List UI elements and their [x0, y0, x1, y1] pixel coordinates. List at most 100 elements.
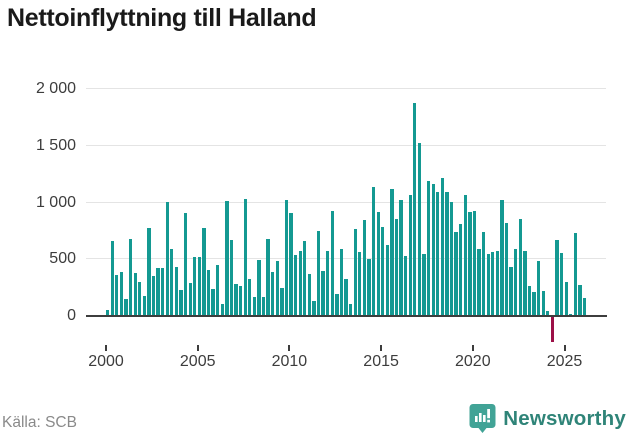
bar-q71: [431, 183, 435, 316]
bar-q85: [495, 250, 500, 316]
x-axis-tick-2025: [563, 345, 566, 351]
bar-q34: [261, 297, 266, 316]
bar-q22: [206, 270, 211, 316]
bar-q11: [156, 268, 160, 316]
gridline-2000: [86, 88, 606, 90]
bar-q93: [532, 292, 536, 316]
bar-q65: [404, 255, 408, 316]
bar-q43: [303, 240, 307, 316]
bar-q73: [440, 177, 444, 316]
x-axis-label: 2025: [546, 353, 583, 370]
bar-q10: [151, 276, 156, 316]
x-axis-tick-2015: [380, 345, 383, 351]
bar-q0: [106, 309, 110, 316]
bar-q38: [280, 288, 284, 316]
bar-q60: [381, 226, 385, 316]
bar-q47: [321, 270, 325, 316]
bar-q13: [165, 201, 169, 316]
bar-q75: [449, 202, 454, 316]
bar-q25: [220, 303, 224, 316]
bar-q72: [436, 191, 440, 316]
bar-q32: [252, 297, 257, 316]
bar-q55: [358, 251, 362, 316]
x-axis-line: [86, 314, 607, 317]
bar-q45: [312, 300, 316, 316]
x-axis-tick-2000: [105, 345, 107, 351]
bar-q74: [445, 192, 449, 316]
newsworthy-brand-link[interactable]: Newsworthy: [469, 403, 626, 434]
source-note: Källa: SCB: [2, 414, 77, 431]
y-axis-label: 0: [67, 307, 76, 324]
bar-q86: [500, 200, 504, 316]
bar-q68: [417, 143, 422, 316]
bar-q59: [376, 212, 380, 316]
bar-q88: [509, 267, 513, 316]
bar-q52: [344, 278, 348, 316]
bar-q12: [161, 268, 165, 316]
bar-q67: [413, 103, 417, 316]
bar-q24: [216, 264, 220, 316]
x-axis-label: 2010: [271, 353, 308, 370]
bar-q96: [546, 310, 550, 316]
bar-q37: [275, 260, 279, 316]
bar-q30: [243, 199, 247, 316]
bar-q18: [188, 282, 192, 316]
bar-q2: [115, 275, 119, 316]
bar-q49: [330, 211, 334, 316]
bar-q95: [541, 290, 545, 316]
bar-q16: [179, 289, 183, 316]
x-axis-label: 2020: [455, 353, 491, 370]
bar-q7: [138, 282, 142, 316]
bar-q98: [555, 240, 559, 316]
bar-q54: [353, 229, 357, 316]
bar-q29: [238, 285, 243, 316]
bar-q9: [147, 227, 151, 316]
bar-q99: [559, 252, 564, 316]
bar-q80: [472, 211, 477, 316]
bar-q1: [110, 240, 114, 316]
bar-q94: [536, 260, 541, 316]
bar-q6: [133, 273, 137, 316]
x-axis-tick-2020: [471, 345, 474, 351]
bar-q3: [119, 272, 124, 316]
bar-q78: [463, 194, 467, 316]
bar-q89: [514, 248, 518, 316]
bar-q35: [266, 239, 270, 316]
bar-q91: [523, 250, 527, 316]
gridline-500: [86, 258, 606, 260]
x-axis-tick-2010: [288, 345, 291, 351]
y-axis-label: 1 000: [35, 193, 76, 211]
bar-q23: [211, 288, 215, 316]
bar-q76: [454, 232, 458, 316]
chart-title: Nettoinflyttning till Halland: [7, 4, 317, 32]
newsworthy-brand-name: Newsworthy: [503, 406, 626, 430]
bar-q15: [174, 267, 179, 316]
bar-q42: [298, 250, 302, 316]
bar-q53: [349, 303, 353, 316]
y-axis-label: 1 500: [35, 136, 76, 154]
bar-q84: [491, 252, 495, 316]
x-axis-tick-2005: [196, 345, 199, 351]
bar-q14: [170, 249, 174, 316]
bar-q97: [550, 316, 555, 342]
bar-q26: [225, 201, 229, 316]
bar-q50: [335, 293, 339, 316]
bar-q40: [289, 212, 293, 316]
bar-q4: [124, 298, 128, 316]
bar-q100: [564, 281, 568, 316]
bar-q61: [385, 245, 389, 316]
bar-q33: [257, 260, 261, 316]
bar-q19: [193, 256, 197, 316]
bar-q39: [284, 200, 289, 316]
bar-q8: [142, 295, 146, 316]
x-axis-label: 2000: [88, 353, 124, 370]
bar-q27: [229, 240, 234, 316]
bar-q17: [183, 212, 188, 316]
y-axis-label: 2 000: [35, 80, 76, 98]
bar-q31: [248, 278, 252, 316]
bar-q77: [459, 223, 463, 316]
newsworthy-logo-icon: [469, 403, 496, 434]
bar-q83: [486, 254, 490, 316]
bar-q69: [422, 254, 426, 316]
